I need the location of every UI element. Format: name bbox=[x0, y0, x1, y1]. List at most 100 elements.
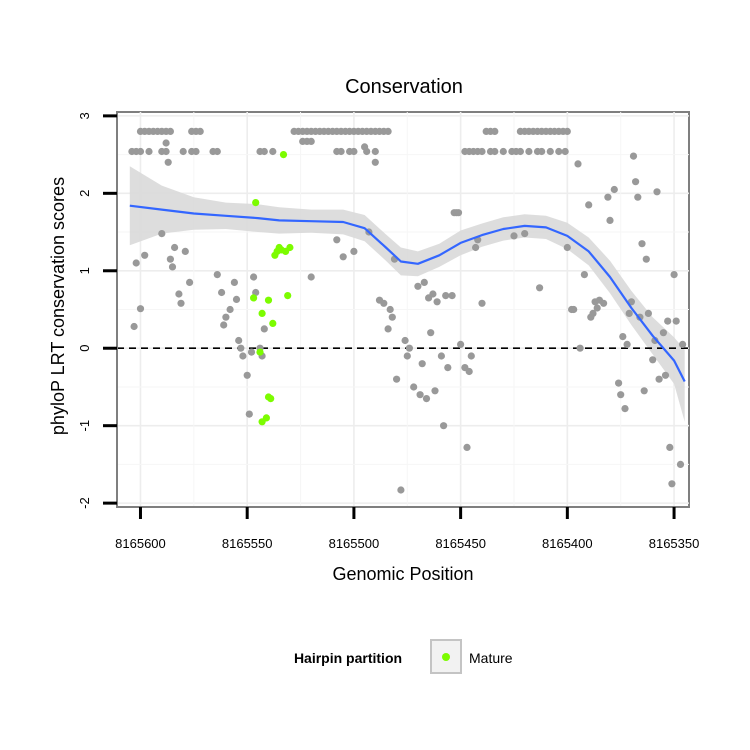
data-point-other bbox=[177, 299, 185, 307]
confidence-band-layer bbox=[129, 166, 685, 422]
data-point-other bbox=[661, 371, 670, 379]
data-point-other bbox=[168, 263, 177, 271]
data-point-other bbox=[213, 271, 221, 279]
data-point-other bbox=[166, 127, 174, 135]
data-point-other bbox=[563, 243, 571, 252]
data-point-other bbox=[401, 336, 409, 345]
data-point-other bbox=[659, 329, 668, 337]
data-point-other bbox=[623, 340, 631, 348]
data-point-other bbox=[457, 340, 465, 348]
x-tick-label: 8165550 bbox=[222, 536, 273, 551]
data-point-other bbox=[393, 375, 401, 383]
data-point-mature bbox=[250, 294, 258, 302]
y-tick-label: 3 bbox=[77, 112, 92, 119]
data-point-other bbox=[418, 360, 426, 368]
x-tick-label: 8165450 bbox=[435, 536, 486, 551]
data-point-other bbox=[546, 147, 554, 156]
data-point-other bbox=[478, 299, 486, 307]
data-point-other bbox=[448, 292, 456, 300]
data-point-other bbox=[610, 185, 618, 194]
data-point-other bbox=[222, 313, 230, 321]
data-point-other bbox=[220, 321, 228, 329]
data-point-other bbox=[555, 147, 563, 156]
data-point-other bbox=[536, 284, 544, 292]
data-point-other bbox=[416, 391, 424, 399]
data-point-other bbox=[580, 271, 589, 279]
data-point-other bbox=[642, 255, 650, 263]
y-tick-label: 0 bbox=[77, 345, 92, 352]
data-point-other bbox=[145, 147, 153, 156]
data-point-other bbox=[250, 273, 258, 281]
data-point-other bbox=[589, 309, 597, 317]
data-point-other bbox=[649, 356, 657, 364]
data-point-other bbox=[162, 147, 170, 156]
legend-key-mature bbox=[442, 653, 450, 661]
data-point-other bbox=[414, 282, 422, 290]
data-point-other bbox=[510, 232, 518, 240]
y-tick-label: 2 bbox=[77, 190, 92, 197]
data-point-other bbox=[478, 147, 486, 156]
data-point-other bbox=[621, 405, 629, 413]
legend: Hairpin partition Mature bbox=[294, 639, 513, 674]
data-point-other bbox=[247, 348, 256, 356]
data-point-other bbox=[171, 243, 179, 252]
x-tick-label: 8165500 bbox=[329, 536, 380, 551]
data-point-other bbox=[431, 387, 439, 395]
smooth-curve bbox=[129, 204, 686, 382]
data-point-other bbox=[653, 188, 661, 196]
data-point-mature bbox=[286, 243, 294, 252]
data-point-other bbox=[166, 255, 174, 263]
data-point-other bbox=[175, 290, 183, 298]
data-point-other bbox=[130, 322, 138, 331]
data-point-other bbox=[384, 127, 392, 135]
data-point-other bbox=[132, 259, 140, 267]
data-point-other bbox=[260, 147, 268, 156]
data-point-mature bbox=[284, 292, 292, 300]
data-point-mature bbox=[267, 395, 275, 403]
data-point-other bbox=[427, 329, 435, 337]
data-point-other bbox=[606, 216, 614, 224]
data-point-other bbox=[410, 383, 418, 391]
data-point-other bbox=[491, 127, 499, 135]
smooth-curve-layer bbox=[129, 204, 686, 382]
data-point-other bbox=[213, 147, 221, 156]
data-point-other bbox=[164, 158, 172, 166]
data-point-other bbox=[196, 127, 204, 135]
data-point-other bbox=[307, 137, 315, 145]
data-point-other bbox=[337, 147, 345, 156]
data-point-other bbox=[420, 278, 428, 286]
data-point-mature bbox=[252, 199, 260, 207]
data-point-other bbox=[226, 305, 234, 314]
data-point-other bbox=[397, 486, 405, 494]
data-point-other bbox=[243, 371, 251, 379]
data-point-other bbox=[632, 178, 640, 186]
data-point-other bbox=[563, 127, 571, 135]
chart-title: Conservation bbox=[345, 76, 463, 98]
data-point-other bbox=[574, 160, 582, 168]
data-point-other bbox=[181, 247, 189, 255]
data-point-other bbox=[640, 387, 648, 395]
data-point-other bbox=[245, 410, 253, 418]
data-point-other bbox=[136, 147, 145, 156]
points-layer bbox=[128, 127, 687, 494]
data-point-other bbox=[371, 147, 379, 156]
data-point-other bbox=[232, 295, 241, 303]
data-point-other bbox=[158, 230, 166, 238]
data-point-mature bbox=[264, 296, 273, 304]
data-point-other bbox=[538, 147, 546, 156]
data-point-other bbox=[472, 243, 480, 252]
data-point-mature bbox=[258, 418, 266, 426]
data-point-other bbox=[499, 147, 507, 156]
data-point-other bbox=[644, 309, 653, 317]
data-point-other bbox=[576, 344, 584, 352]
data-point-other bbox=[388, 313, 396, 321]
data-point-other bbox=[422, 395, 431, 403]
data-point-other bbox=[629, 152, 638, 160]
data-point-other bbox=[440, 422, 448, 430]
data-point-other bbox=[634, 193, 642, 201]
data-point-other bbox=[437, 352, 445, 360]
data-point-other bbox=[463, 443, 471, 451]
data-point-mature bbox=[269, 319, 277, 327]
x-axis-label: Genomic Position bbox=[332, 564, 473, 584]
